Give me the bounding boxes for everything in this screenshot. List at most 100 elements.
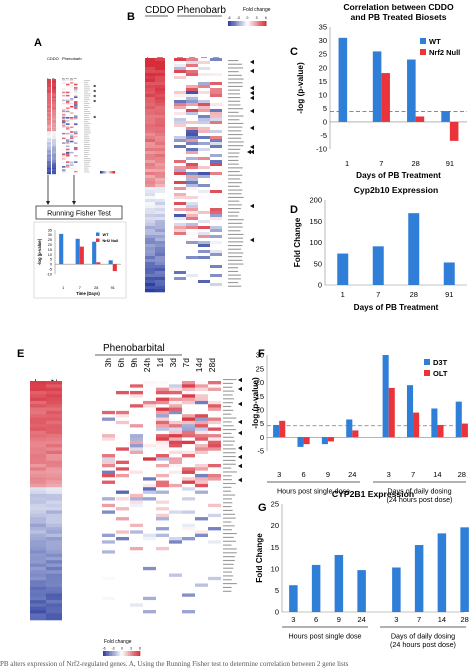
panel-a-heat-cell: [52, 156, 56, 159]
panel-b-gene-label-mark: [228, 204, 242, 206]
panel-e-gene-label-mark: [223, 563, 234, 565]
panel-e-heat-cell: [208, 420, 221, 425]
panel-e-heat-cell: [208, 576, 221, 581]
panel-a-heat-cell: [66, 118, 70, 121]
panel-b-heat-cell: [186, 124, 198, 128]
panel-e-heat-cell: [169, 434, 182, 438]
panel-b-gene-label-mark: [228, 63, 243, 65]
panel-a-heat-cell: [52, 153, 56, 156]
panel-b-heat-cell: [174, 283, 186, 287]
panel-a-heat-cell: [70, 94, 74, 97]
panel-e-heat-cell: [30, 520, 46, 525]
panel-b-gene-label-mark: [228, 233, 244, 235]
panel-b-heat-cell: [186, 118, 198, 122]
panel-a-heat-cell: [66, 139, 70, 141]
panel-e-heat-cell: [208, 540, 221, 544]
panel-a-heat-cell: [52, 145, 56, 148]
chartA-ytick: 35: [48, 228, 52, 232]
panel-b-heat-cell: [198, 226, 210, 230]
panel-b-heat-cell: [155, 229, 165, 233]
panel-e-heat-cell: [30, 523, 46, 528]
panel-e-heat-cell: [156, 397, 169, 402]
panel-a-heat-cell: [52, 166, 56, 168]
chartG-ytick: 5: [275, 586, 279, 595]
panel-e-heat-cell: [195, 497, 208, 501]
panel-e-heat-cell: [102, 550, 115, 554]
panel-e-heat-cell: [102, 553, 115, 558]
panel-e-heat-cell: [30, 566, 46, 571]
panel-b-heat-cell: [210, 202, 222, 206]
panel-e-heat-cell: [156, 463, 169, 468]
panel-a-heat-cell: [47, 151, 51, 154]
panel-a-heat-cell: [74, 145, 78, 148]
panel-b-heat-cell: [155, 58, 165, 62]
panel-a-heat-cell: [47, 98, 51, 100]
panel-e-heat-cell: [130, 590, 143, 594]
chartG-ytick: 15: [271, 543, 279, 552]
panel-e-heat-cell: [182, 397, 195, 402]
panel-b-heat-cell: [198, 121, 210, 125]
panel-e-heat-cell: [156, 610, 169, 614]
panel-a-heat-cell: [47, 90, 51, 92]
panel-e-heat-cell: [102, 483, 115, 488]
panel-e-heat-cell: [156, 560, 169, 564]
panel-b-heat-cell: [198, 70, 210, 74]
panel-b-heat-cell: [155, 79, 165, 83]
panel-e-gene-label-mark: [223, 379, 237, 381]
panel-e-heat-cell: [46, 576, 62, 581]
panel-a-heat-cell: [66, 162, 70, 165]
panel-e-legend-tick: 6: [139, 647, 141, 651]
panel-e-heat-cell: [30, 583, 46, 588]
panel-a-arrow-marker: [93, 89, 96, 93]
panel-e-gene-label-mark: [223, 517, 236, 519]
panel-a-heat-cell: [66, 129, 70, 132]
panel-e-heat-cell: [30, 593, 46, 598]
panel-b-heat-cell: [155, 280, 165, 284]
chartF-ytick: 10: [256, 405, 264, 414]
panel-a-heat-cell: [74, 128, 78, 130]
panel-a-heat-cell: [66, 102, 70, 105]
panel-e-heat-cell: [195, 460, 208, 465]
panel-a-gene-label-mark: [84, 171, 90, 173]
panel-a-heat-cell: [74, 151, 78, 154]
panel-e-heat-cell: [130, 527, 143, 531]
panel-e-heat-cell: [116, 583, 129, 588]
panel-e-heat-cell: [143, 480, 156, 485]
panel-b-heat-cell: [174, 232, 186, 236]
panel-b-heat-cell: [155, 136, 165, 140]
panel-b-heat-cell: [210, 289, 222, 293]
panel-e-heat-cell: [156, 510, 169, 515]
panel-a-heat-cell: [62, 104, 66, 107]
panel-a-heat-cell: [66, 164, 70, 167]
panel-e-heat-cell: [143, 493, 156, 498]
panel-e-heat-cell: [169, 384, 182, 388]
panel-a-heat-cell: [52, 139, 56, 141]
panel-b-heat-cell: [210, 175, 222, 179]
chartA-xtick: 7: [79, 286, 81, 290]
panel-b-heat-cell: [155, 76, 165, 80]
panel-b-heat-cell: [145, 148, 155, 152]
panel-e-heat-cell: [195, 600, 208, 604]
panel-a-heat-cell: [52, 169, 56, 172]
panel-b-heat-cell: [174, 100, 186, 104]
panel-e-heat-cell: [46, 463, 62, 468]
panel-e-heat-cell: [195, 434, 208, 438]
panel-a-heat-cell: [70, 118, 74, 121]
panel-b-heat-cell: [198, 202, 210, 206]
panel-e-heat-cell: [30, 603, 46, 608]
panel-e-heat-cell: [130, 404, 143, 408]
panel-b-heat-cell: [145, 73, 155, 77]
panel-b-heat-cell: [186, 79, 198, 83]
panel-b-heat-cell: [174, 91, 186, 95]
panel-a-heat-cell: [74, 109, 78, 111]
panel-a-heat-cell: [70, 162, 74, 165]
panel-e-heat-cell: [30, 417, 46, 422]
chartD-xtick: 91: [445, 290, 453, 299]
panel-a-heat-cell: [74, 156, 78, 159]
panel-b-heat-cell: [174, 268, 186, 272]
panel-a-heat-cell: [62, 139, 66, 141]
chartA-bar: [59, 233, 64, 265]
panel-e-sub-label: 1d: [155, 358, 165, 368]
panel-b-heat-cell: [198, 91, 210, 95]
panel-e-heat-cell: [195, 480, 208, 485]
